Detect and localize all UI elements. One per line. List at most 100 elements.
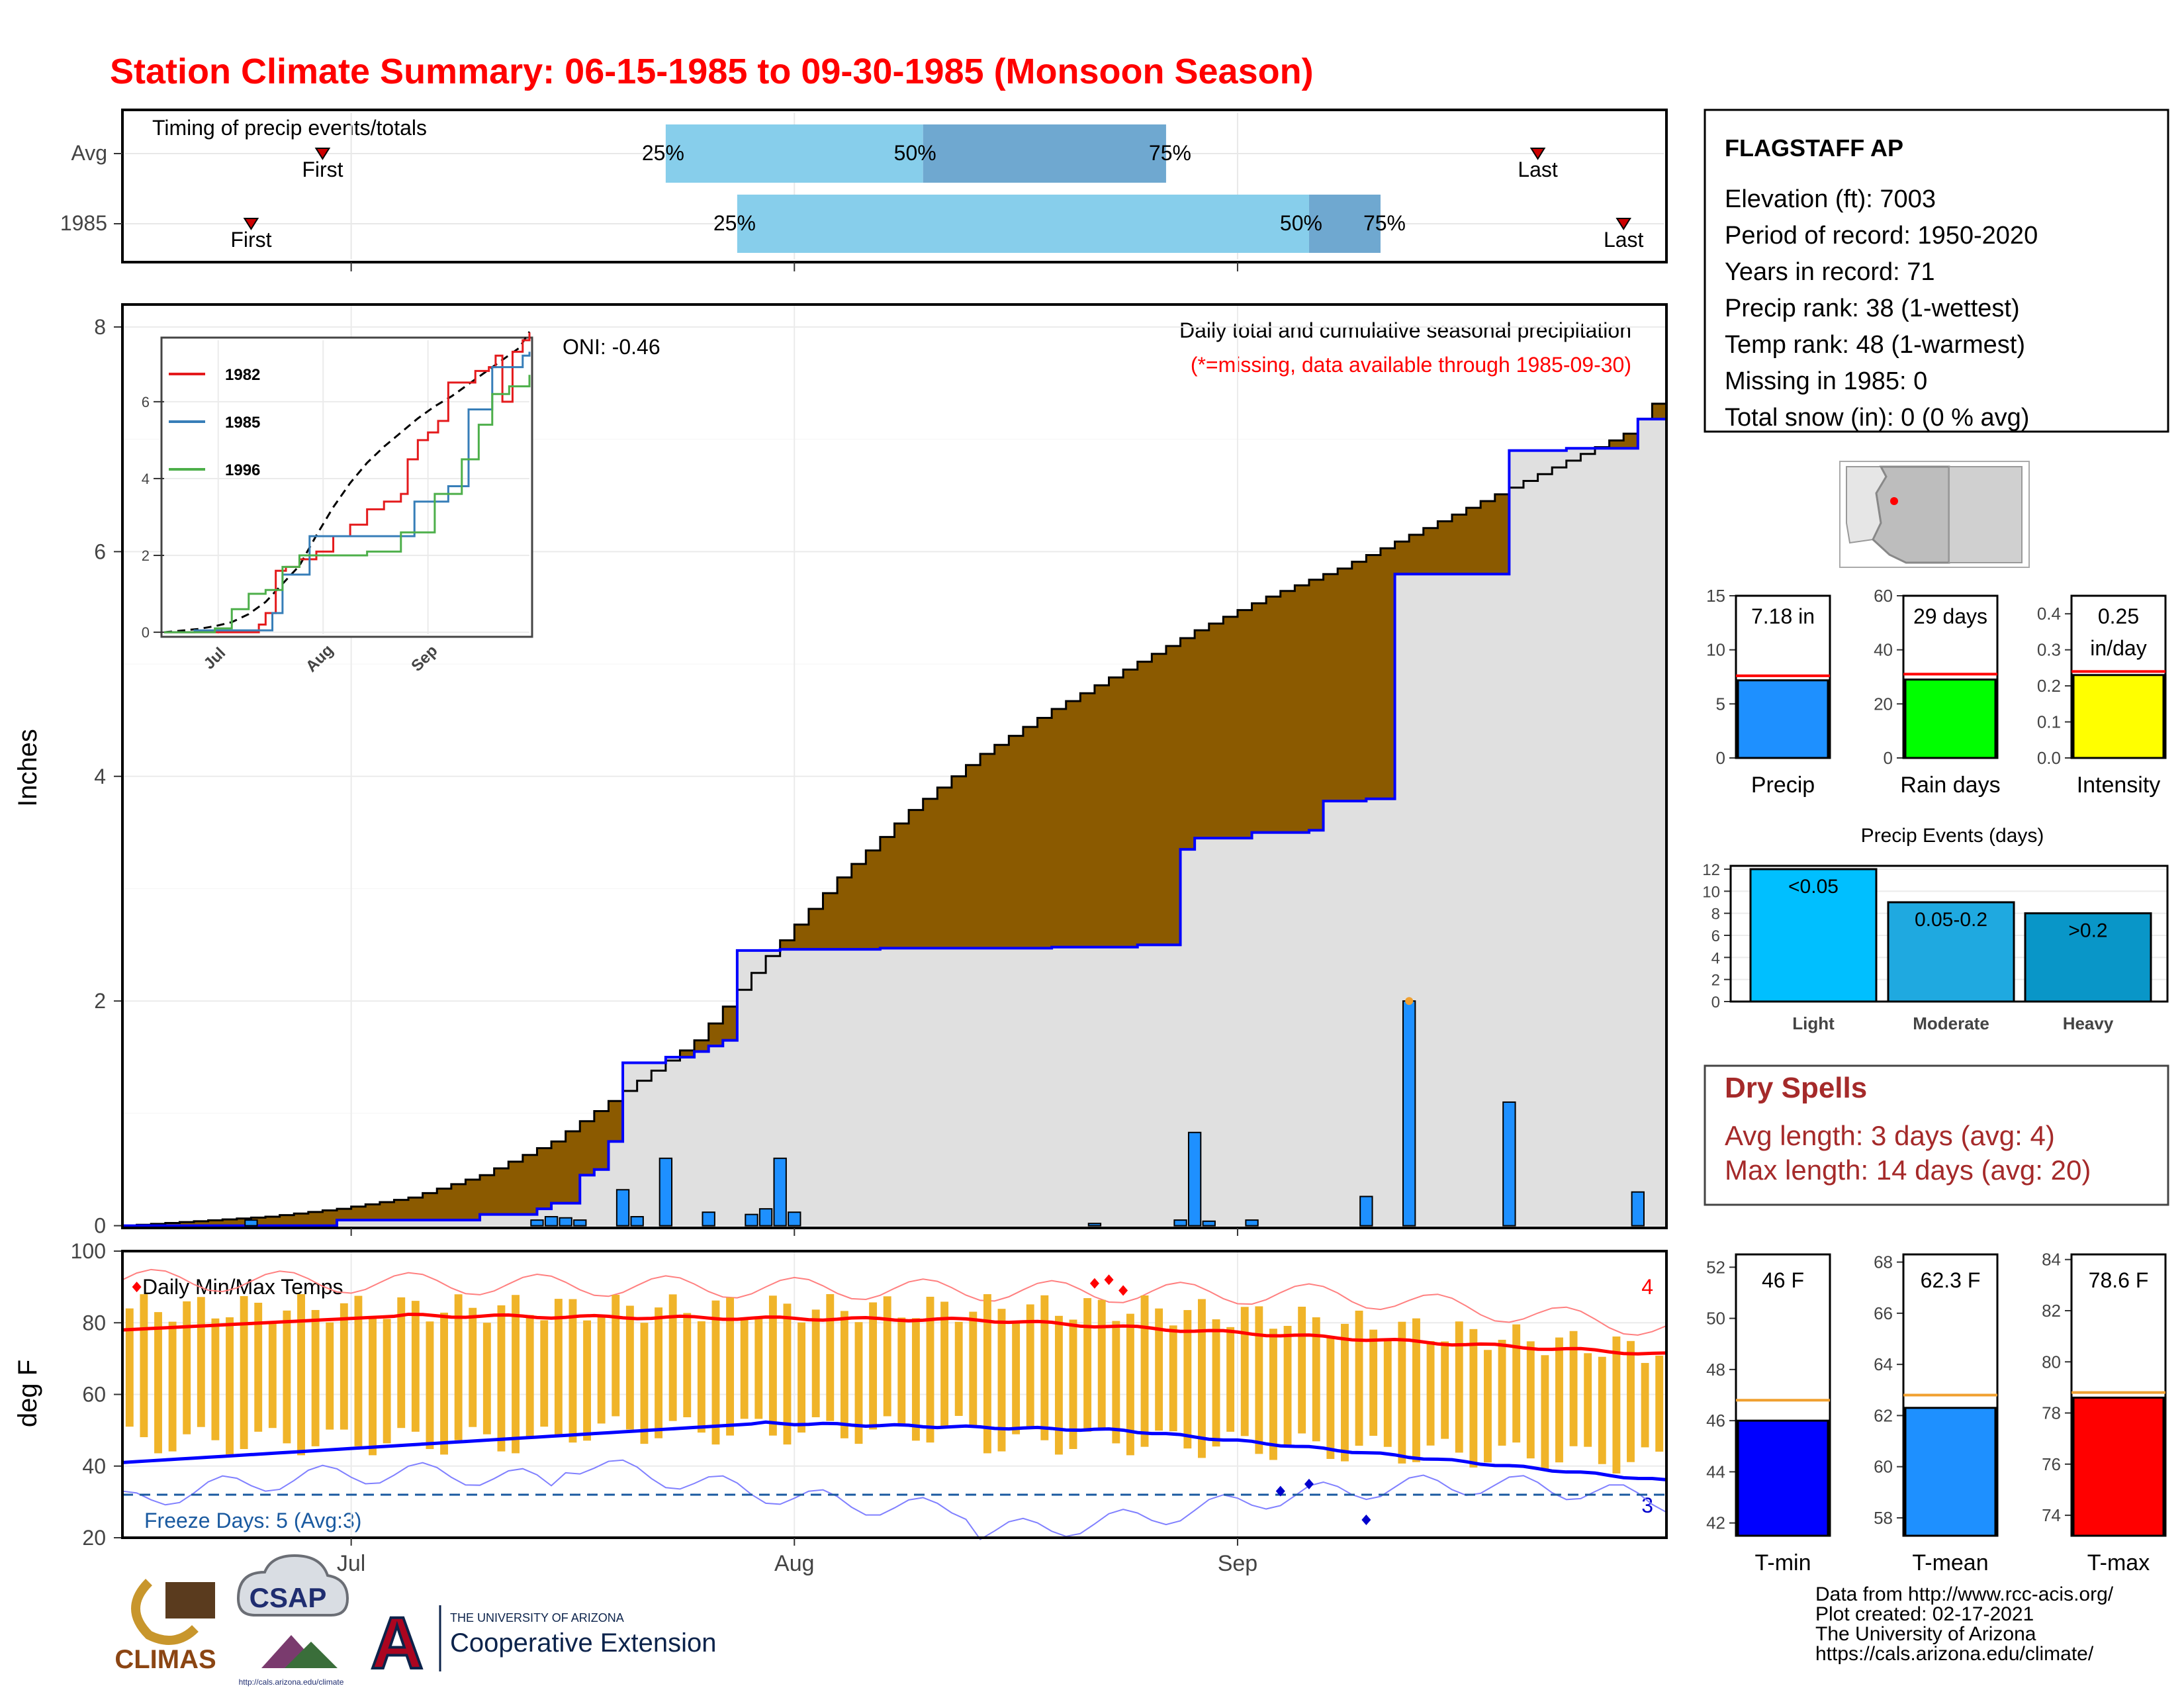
main-y-tick-label: 4 [94, 765, 106, 788]
daily-precip-bar [1187, 1131, 1202, 1227]
temp-y-tick-label: 40 [82, 1454, 106, 1478]
dry-spells-max: Max length: 14 days (avg: 20) [1725, 1154, 2091, 1186]
inset-legend-label: 1982 [225, 366, 260, 384]
station-missing: Missing in 1985: 0 [1725, 367, 1927, 395]
tempbar-value [1904, 1407, 1997, 1537]
logos: CLIMAS CSAP http://cals.arizona.edu/clim… [114, 1554, 716, 1687]
events-tick-label: 0 [1711, 994, 1720, 1011]
daily-temp-bar [1569, 1331, 1578, 1446]
daily-temp-bar [326, 1322, 334, 1430]
daily-temp-bar [740, 1319, 749, 1419]
daily-temp-bar [683, 1313, 692, 1417]
daily-temp-bar [997, 1309, 1006, 1452]
daily-precip-bar [1502, 1101, 1516, 1227]
daily-temp-bar [1226, 1327, 1235, 1432]
daily-temp-bar [640, 1323, 649, 1444]
station-info-box: FLAGSTAFF AP Elevation (ft): 7003 Period… [1704, 109, 2169, 433]
record-low-marker [1304, 1478, 1314, 1489]
events-tick-label: 8 [1711, 906, 1720, 923]
tempbar-label: T-min [1755, 1550, 1811, 1575]
tempbar-t-mean: 58 60 62 64 66 68 62.3 F T-mean [1874, 1252, 1999, 1575]
timing-last-label: Last [1604, 228, 1644, 252]
minibar-tick-label: 40 [1874, 640, 1893, 660]
record-high-marker [1089, 1278, 1099, 1289]
ua-logo-top: THE UNIVERSITY OF ARIZONA [450, 1611, 624, 1624]
daily-temp-bar [811, 1309, 820, 1417]
daily-precip-bar [1631, 1191, 1645, 1227]
credit-line-4: https://cals.arizona.edu/climate/ [1815, 1643, 2094, 1665]
tempbar-value [2072, 1396, 2165, 1537]
daily-temp-bar [140, 1294, 148, 1438]
university-logo: A THE UNIVERSITY OF ARIZONA Cooperative … [361, 1601, 716, 1685]
tempbar-tick-label: 74 [2042, 1505, 2061, 1525]
x-axis-tick-label: Aug [774, 1551, 815, 1576]
tempbar-tick-label: 80 [2042, 1352, 2061, 1372]
daily-temp-bar [297, 1293, 305, 1456]
main-annotation-sub: (*=missing, data available through 1985-… [1191, 353, 1631, 377]
tempbar-value-label: 62.3 F [1921, 1268, 1981, 1292]
daily-temp-bar [183, 1301, 191, 1434]
tempbar-tick-label: 48 [1706, 1360, 1725, 1380]
minibar-tick-label: 0.1 [2037, 712, 2061, 732]
daily-precip-bar [573, 1219, 587, 1227]
daily-temp-bar [454, 1294, 463, 1440]
inset-y-tick-label: 6 [142, 394, 150, 410]
daily-precip-bar [559, 1217, 572, 1227]
daily-temp-bar [1155, 1308, 1163, 1431]
main-annotation-title: Daily total and cumulative seasonal prec… [1179, 318, 1631, 342]
daily-precip-bar [1202, 1220, 1216, 1227]
timing-last-marker [1529, 148, 1546, 160]
daily-temp-bar [354, 1295, 363, 1446]
minibar-tick-label: 10 [1706, 640, 1725, 660]
freeze-days-label: Freeze Days: 5 (Avg:3) [144, 1509, 361, 1532]
daily-precip-bar [1402, 1000, 1416, 1227]
tempbar-tick-label: 58 [1874, 1508, 1893, 1528]
climas-logo: CLIMAS [114, 1579, 216, 1674]
csap-logo-text: CSAP [250, 1582, 327, 1613]
timing-p50-label: 50% [1280, 211, 1322, 235]
daily-temp-bar [1369, 1329, 1378, 1436]
daily-temp-bar [1012, 1322, 1021, 1434]
daily-temp-bar [340, 1303, 348, 1430]
inset-legend-label: 1996 [225, 461, 260, 479]
daily-temp-bar [497, 1305, 506, 1452]
daily-temp-bar [1655, 1355, 1664, 1452]
events-bar-range: >0.2 [2068, 920, 2107, 942]
tempbar-t-min: 42 44 46 48 50 52 46 F T-min [1706, 1253, 1831, 1575]
events-tick-label: 2 [1711, 972, 1720, 990]
timing-bar-25-50 [737, 195, 1309, 253]
events-tick-label: 10 [1702, 883, 1720, 901]
daily-temp-bar [1641, 1362, 1649, 1448]
daily-temp-bar [668, 1294, 677, 1421]
main-y-tick-label: 0 [94, 1214, 106, 1238]
tempbar-label: T-max [2087, 1550, 2150, 1575]
timing-bar-50-75 [1308, 195, 1381, 253]
freeze-days-count: 3 [1641, 1493, 1653, 1517]
daily-temp-bar [1484, 1350, 1492, 1463]
tempbar-tick-label: 66 [1874, 1303, 1893, 1323]
daily-temp-bar [512, 1295, 520, 1454]
inset-y-tick-label: 2 [142, 547, 150, 564]
oni-label: ONI: -0.46 [563, 335, 660, 359]
station-location-marker [1890, 497, 1898, 505]
daily-temp-bar [397, 1297, 406, 1429]
minibar-tick-label: 0.4 [2037, 604, 2061, 624]
daily-temp-bar [625, 1305, 634, 1430]
daily-temp-bar [754, 1316, 763, 1419]
tempbar-tick-label: 42 [1706, 1513, 1725, 1533]
daily-temp-bar [1541, 1355, 1549, 1471]
minibar-value [2072, 674, 2165, 759]
timing-row-avg-label: Avg [71, 141, 107, 165]
station-precip-rank: Precip rank: 38 (1-wettest) [1725, 295, 2020, 322]
inset-series-line [164, 352, 531, 633]
daily-temp-bar [240, 1295, 248, 1450]
tempbar-label: T-mean [1912, 1550, 1988, 1575]
minibar-tick-label: 0 [1884, 748, 1893, 768]
daily-temp-bar [1498, 1339, 1506, 1446]
daily-precip-bar [630, 1216, 644, 1227]
daily-temp-bar [768, 1295, 777, 1436]
daily-precip-bar [788, 1211, 801, 1227]
daily-temp-bar [897, 1317, 906, 1424]
minibar-intensity: 0.0 0.1 0.2 0.3 0.4 0.25 in/day Intensity [2037, 594, 2167, 798]
ua-logo-letter: A [371, 1603, 423, 1684]
